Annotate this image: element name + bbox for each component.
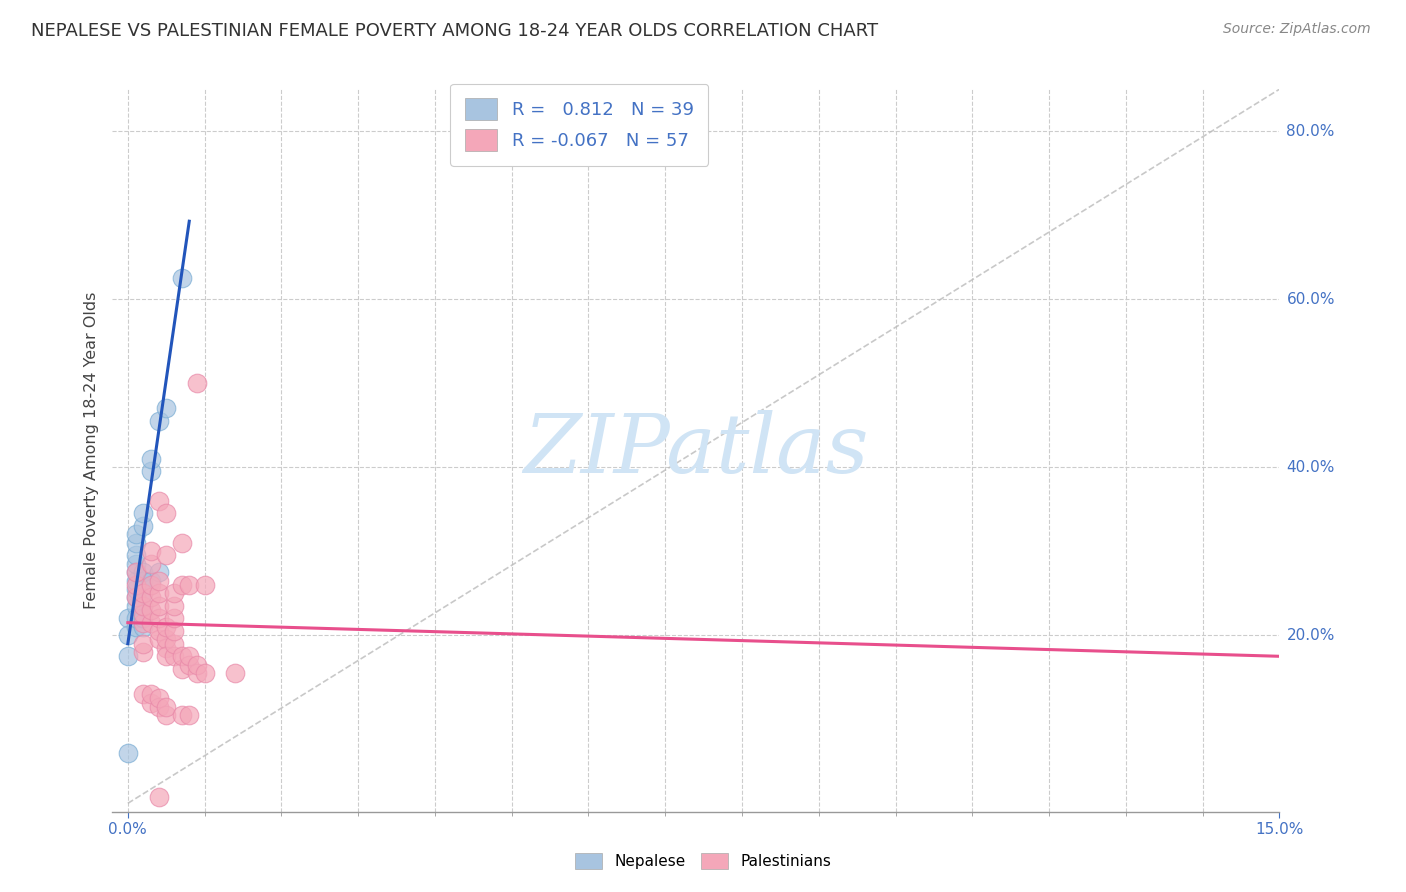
Point	[124, 527, 146, 541]
Point	[124, 536, 146, 550]
Point	[132, 620, 155, 634]
Point	[139, 574, 162, 588]
Point	[139, 696, 162, 710]
Point	[148, 566, 170, 580]
Point	[132, 607, 155, 622]
Point	[155, 549, 177, 563]
Point	[124, 591, 146, 605]
Text: Source: ZipAtlas.com: Source: ZipAtlas.com	[1223, 22, 1371, 37]
Point	[139, 465, 162, 479]
Point	[224, 666, 246, 681]
Point	[148, 624, 170, 639]
Point	[124, 591, 146, 605]
Point	[170, 536, 193, 550]
Point	[139, 591, 162, 605]
Point	[132, 637, 155, 651]
Point	[148, 699, 170, 714]
Point	[117, 746, 139, 760]
Point	[170, 662, 193, 676]
Text: 80.0%: 80.0%	[1286, 124, 1334, 139]
Point	[179, 657, 201, 672]
Point	[148, 691, 170, 706]
Text: 60.0%: 60.0%	[1286, 292, 1334, 307]
Point	[148, 789, 170, 804]
Legend: R =   0.812   N = 39, R = -0.067   N = 57: R = 0.812 N = 39, R = -0.067 N = 57	[450, 84, 709, 166]
Point	[170, 578, 193, 592]
Point	[155, 620, 177, 634]
Point	[155, 640, 177, 655]
Point	[124, 557, 146, 571]
Point	[148, 632, 170, 647]
Point	[155, 708, 177, 723]
Point	[132, 586, 155, 600]
Point	[124, 578, 146, 592]
Point	[163, 649, 186, 664]
Point	[132, 687, 155, 701]
Point	[155, 401, 177, 416]
Point	[194, 578, 217, 592]
Point	[132, 574, 155, 588]
Point	[117, 649, 139, 664]
Point	[124, 620, 146, 634]
Point	[155, 632, 177, 647]
Point	[179, 649, 201, 664]
Point	[124, 549, 146, 563]
Point	[155, 649, 177, 664]
Point	[117, 611, 139, 625]
Point	[179, 578, 201, 592]
Point	[124, 599, 146, 613]
Text: ZIPatlas: ZIPatlas	[523, 410, 869, 491]
Point	[124, 611, 146, 625]
Point	[148, 586, 170, 600]
Point	[139, 615, 162, 630]
Point	[124, 574, 146, 588]
Point	[139, 451, 162, 466]
Point	[179, 708, 201, 723]
Point	[139, 544, 162, 558]
Point	[132, 615, 155, 630]
Point	[170, 708, 193, 723]
Point	[155, 507, 177, 521]
Point	[148, 414, 170, 428]
Point	[132, 599, 155, 613]
Point	[163, 624, 186, 639]
Point	[132, 645, 155, 659]
Point	[139, 557, 162, 571]
Legend: Nepalese, Palestinians: Nepalese, Palestinians	[568, 847, 838, 875]
Point	[163, 611, 186, 625]
Point	[170, 271, 193, 285]
Point	[124, 566, 146, 580]
Point	[186, 657, 208, 672]
Point	[170, 649, 193, 664]
Point	[186, 666, 208, 681]
Point	[139, 687, 162, 701]
Point	[132, 611, 155, 625]
Point	[132, 566, 155, 580]
Point	[124, 566, 146, 580]
Text: 40.0%: 40.0%	[1286, 459, 1334, 475]
Point	[139, 578, 162, 592]
Text: NEPALESE VS PALESTINIAN FEMALE POVERTY AMONG 18-24 YEAR OLDS CORRELATION CHART: NEPALESE VS PALESTINIAN FEMALE POVERTY A…	[31, 22, 879, 40]
Point	[163, 599, 186, 613]
Point	[148, 611, 170, 625]
Point	[132, 586, 155, 600]
Point	[194, 666, 217, 681]
Point	[155, 699, 177, 714]
Point	[163, 637, 186, 651]
Y-axis label: Female Poverty Among 18-24 Year Olds: Female Poverty Among 18-24 Year Olds	[83, 292, 98, 609]
Text: 20.0%: 20.0%	[1286, 628, 1334, 643]
Point	[139, 603, 162, 617]
Point	[186, 376, 208, 391]
Point	[148, 574, 170, 588]
Point	[148, 599, 170, 613]
Point	[132, 599, 155, 613]
Point	[163, 586, 186, 600]
Point	[117, 628, 139, 642]
Point	[132, 519, 155, 533]
Point	[148, 494, 170, 508]
Point	[132, 507, 155, 521]
Point	[124, 582, 146, 596]
